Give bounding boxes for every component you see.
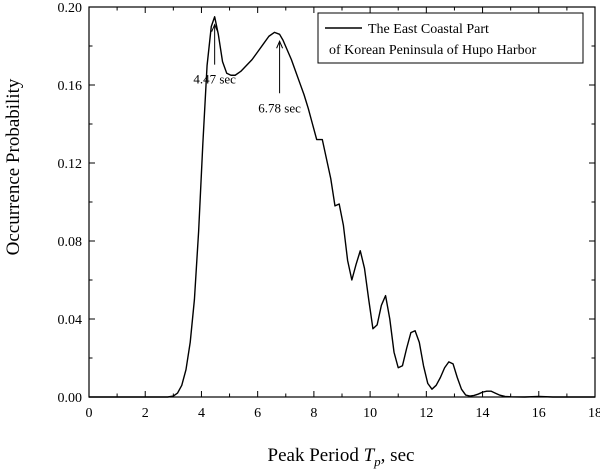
x-axis-title-main: Peak Period: [268, 445, 364, 466]
y-axis-title: Occurrence Probability: [3, 78, 24, 255]
y-tick-label: 0.20: [58, 1, 83, 16]
y-tick-label: 0.08: [58, 235, 83, 250]
x-tick-label: 12: [419, 406, 433, 421]
annotation-arrow-head: [211, 23, 219, 32]
annotation-label: 4.47 sec: [193, 72, 236, 87]
x-tick-label: 6: [254, 406, 261, 421]
y-tick-label: 0.00: [58, 391, 83, 406]
x-tick-label: 14: [476, 406, 490, 421]
legend-label-line2: of Korean Peninsula of Hupo Harbor: [329, 43, 537, 58]
series-line: [89, 16, 595, 398]
y-tick-label: 0.04: [58, 313, 83, 328]
x-axis-title-suffix: , sec: [381, 445, 415, 466]
legend-box: [317, 12, 584, 64]
x-tick-label: 8: [310, 406, 317, 421]
annotation-label: 6.78 sec: [258, 100, 301, 115]
annotation-arrow-head: [276, 39, 284, 49]
x-axis-title-subscript: p: [373, 454, 381, 469]
y-tick-label: 0.12: [58, 157, 83, 172]
x-tick-label: 10: [363, 406, 377, 421]
y-tick-label: 0.16: [58, 79, 83, 94]
x-tick-label: 16: [532, 406, 546, 421]
legend: The East Coastal Part of Korean Peninsul…: [317, 12, 584, 64]
x-tick-label: 4: [198, 406, 205, 421]
x-axis-title-symbol: T: [364, 445, 376, 466]
x-tick-label: 0: [86, 406, 93, 421]
x-axis-title: Peak Period Tp, sec: [268, 445, 415, 469]
x-tick-label: 2: [142, 406, 149, 421]
x-tick-label: 18: [588, 406, 600, 421]
legend-label-line1: The East Coastal Part: [368, 22, 489, 37]
plot-frame: [88, 6, 596, 398]
